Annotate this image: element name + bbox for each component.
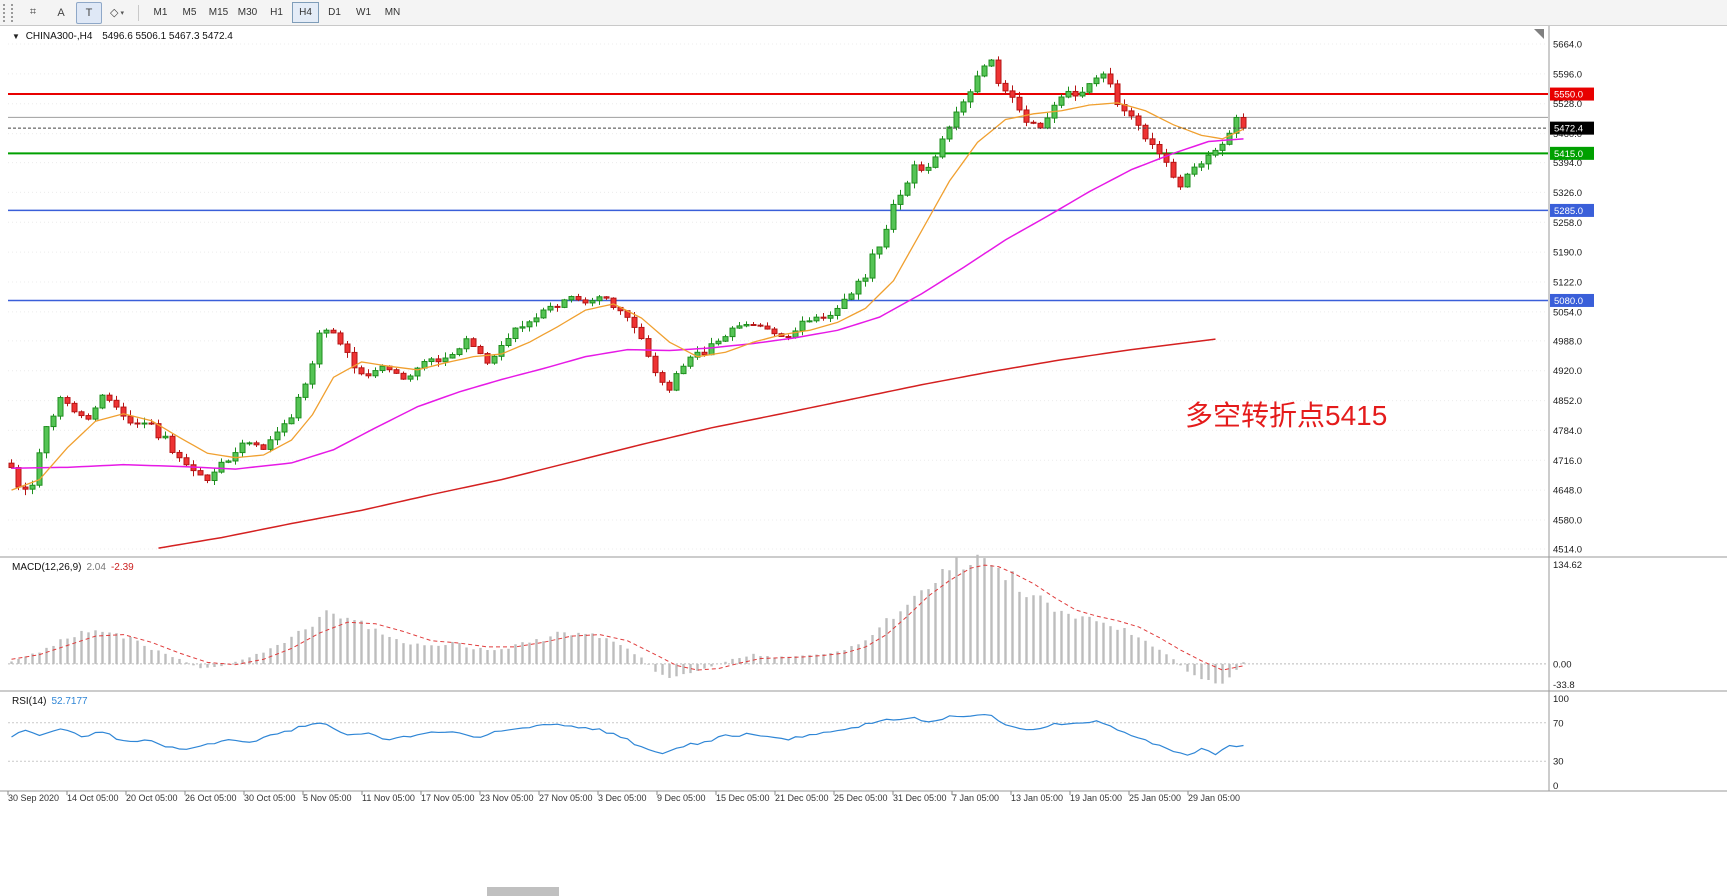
svg-text:5394.0: 5394.0 <box>1553 158 1582 169</box>
svg-text:-33.8: -33.8 <box>1553 680 1575 691</box>
time-axis: 30 Sep 2020 14 Oct 05:00 20 Oct 05:00 26 Oc… <box>7 791 1240 803</box>
timeframe-m30-button[interactable]: M30 <box>237 7 258 18</box>
svg-text:5550.0: 5550.0 <box>1554 90 1583 101</box>
timeframe-m5-button[interactable]: M5 <box>182 7 197 18</box>
svg-text:134.62: 134.62 <box>1553 560 1582 571</box>
svg-text:5285.0: 5285.0 <box>1554 206 1583 217</box>
macd-label: MACD(12,26,9) 2.04 -2.39 <box>12 562 134 573</box>
svg-text:19 Jan 05:00: 19 Jan 05:00 <box>1070 793 1122 803</box>
svg-text:17 Nov 05:00: 17 Nov 05:00 <box>421 793 475 803</box>
svg-text:30 Sep 2020: 30 Sep 2020 <box>8 793 59 803</box>
svg-text:4716.0: 4716.0 <box>1553 456 1582 467</box>
svg-text:5 Nov 05:00: 5 Nov 05:00 <box>303 793 352 803</box>
chart-symbol: CHINA300-,H4 <box>25 31 93 42</box>
svg-text:13 Jan 05:00: 13 Jan 05:00 <box>1011 793 1063 803</box>
svg-text:0: 0 <box>1553 781 1558 792</box>
svg-text:21 Dec 05:00: 21 Dec 05:00 <box>775 793 829 803</box>
bottom-artifact <box>487 887 559 896</box>
rsi-label: RSI(14) 52.7177 <box>12 696 88 707</box>
svg-text:4988.0: 4988.0 <box>1553 336 1582 347</box>
rsi-value: 52.7177 <box>51 696 88 707</box>
svg-text:30 Oct 05:00: 30 Oct 05:00 <box>244 793 296 803</box>
toolbar-grip[interactable] <box>3 3 13 22</box>
svg-text:5664.0: 5664.0 <box>1553 40 1582 51</box>
price-axis: 5664.05596.05528.05460.05394.05326.05258… <box>1548 26 1594 791</box>
timeframe-w1-button[interactable]: W1 <box>356 7 371 18</box>
shapes-tool-button[interactable]: ◇ ▾ <box>110 7 124 19</box>
svg-text:14 Oct 05:00: 14 Oct 05:00 <box>67 793 119 803</box>
svg-text:29 Jan 05:00: 29 Jan 05:00 <box>1188 793 1240 803</box>
chart-annotation: 多空转折点5415 <box>1185 400 1388 431</box>
svg-text:5080.0: 5080.0 <box>1554 296 1583 307</box>
svg-text:100: 100 <box>1553 694 1569 705</box>
crosshair-tool-button[interactable]: ⌗ <box>29 6 37 18</box>
macd-signal-value: -2.39 <box>110 562 134 573</box>
svg-text:20 Oct 05:00: 20 Oct 05:00 <box>126 793 178 803</box>
timeframe-m1-button[interactable]: M1 <box>153 7 168 18</box>
ma-mid-line <box>11 138 1244 470</box>
svg-text:70: 70 <box>1553 718 1564 729</box>
svg-text:5472.4: 5472.4 <box>1554 124 1583 135</box>
svg-text:5326.0: 5326.0 <box>1553 188 1582 199</box>
svg-text:11 Nov 05:00: 11 Nov 05:00 <box>362 793 415 803</box>
svg-text:4648.0: 4648.0 <box>1553 486 1582 497</box>
svg-text:3 Dec 05:00: 3 Dec 05:00 <box>598 793 647 803</box>
ma-fast-line <box>11 102 1244 491</box>
svg-text:4580.0: 4580.0 <box>1553 516 1582 527</box>
rsi-name: RSI(14) <box>12 696 47 707</box>
timeframe-d1-button[interactable]: D1 <box>328 7 341 18</box>
svg-text:31 Dec 05:00: 31 Dec 05:00 <box>893 793 947 803</box>
svg-text:23 Nov 05:00: 23 Nov 05:00 <box>480 793 534 803</box>
candles-group <box>8 56 1247 496</box>
text-tool-button[interactable]: A <box>57 6 65 19</box>
svg-text:4852.0: 4852.0 <box>1553 396 1582 407</box>
svg-text:26 Oct 05:00: 26 Oct 05:00 <box>185 793 237 803</box>
svg-text:5596.0: 5596.0 <box>1553 69 1582 80</box>
timeframe-mn-button[interactable]: MN <box>384 7 401 18</box>
macd-panel: 134.62 0.00 -33.8 <box>8 554 1582 691</box>
text-label-tool-button[interactable]: T <box>76 1 102 24</box>
svg-text:0.00: 0.00 <box>1553 659 1572 670</box>
svg-text:25 Jan 05:00: 25 Jan 05:00 <box>1129 793 1181 803</box>
ma-slow-line <box>158 338 1216 549</box>
rsi-panel: 100 70 30 0 <box>8 694 1569 792</box>
svg-text:30: 30 <box>1553 757 1564 768</box>
chart-header: ▼ CHINA300-,H4 5496.6 5506.1 5467.3 5472… <box>12 31 233 42</box>
toolbar: ⌗ A T ◇ ▾ M1 M5 M15 M30 H1 H4 D1 W1 MN <box>0 0 1727 26</box>
macd-main-value: 2.04 <box>86 562 106 573</box>
chart-ohlc-values: 5496.6 5506.1 5467.3 5472.4 <box>102 31 233 42</box>
macd-name: MACD(12,26,9) <box>12 562 82 573</box>
svg-text:5528.0: 5528.0 <box>1553 99 1582 110</box>
svg-text:25 Dec 05:00: 25 Dec 05:00 <box>834 793 888 803</box>
svg-text:4514.0: 4514.0 <box>1553 545 1582 556</box>
svg-text:4920.0: 4920.0 <box>1553 366 1582 377</box>
svg-text:5190.0: 5190.0 <box>1553 248 1582 259</box>
svg-text:15 Dec 05:00: 15 Dec 05:00 <box>716 793 770 803</box>
timeframe-h4-button[interactable]: H4 <box>292 2 319 23</box>
svg-text:4784.0: 4784.0 <box>1553 426 1582 437</box>
price-gridlines <box>8 43 1548 550</box>
chart-dropdown-icon[interactable]: ▼ <box>12 32 20 41</box>
dropdown-caret-icon: ▾ <box>120 9 124 17</box>
timeframe-m15-button[interactable]: M15 <box>208 7 229 18</box>
svg-text:7 Jan 05:00: 7 Jan 05:00 <box>952 793 999 803</box>
drawing-tools-group: ⌗ A T ◇ ▾ <box>19 1 131 24</box>
chart-shift-marker <box>1534 29 1544 39</box>
svg-text:5054.0: 5054.0 <box>1553 307 1582 318</box>
svg-text:5122.0: 5122.0 <box>1553 278 1582 289</box>
svg-text:5415.0: 5415.0 <box>1554 149 1583 160</box>
svg-text:9 Dec 05:00: 9 Dec 05:00 <box>657 793 706 803</box>
panel-dividers <box>0 556 1727 792</box>
svg-text:27 Nov 05:00: 27 Nov 05:00 <box>539 793 593 803</box>
timeframe-h1-button[interactable]: H1 <box>270 7 283 18</box>
svg-text:5258.0: 5258.0 <box>1553 218 1582 229</box>
toolbar-separator <box>138 4 139 21</box>
timeframe-group: M1 M5 M15 M30 H1 H4 D1 W1 MN <box>146 2 407 23</box>
horizontal-level-lines <box>8 93 1548 302</box>
